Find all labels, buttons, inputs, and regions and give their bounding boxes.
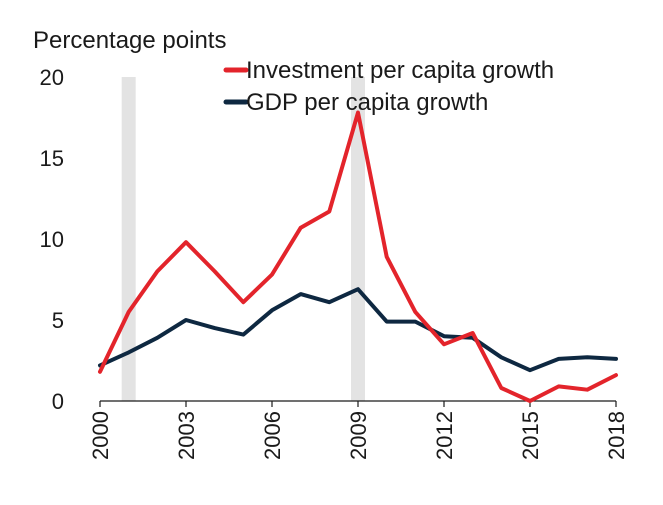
x-tick-label: 2015 bbox=[518, 411, 543, 460]
y-tick-label: 20 bbox=[40, 65, 64, 90]
y-tick-label: 10 bbox=[40, 227, 64, 252]
series-line-0 bbox=[98, 110, 618, 403]
x-tick-label: 2012 bbox=[432, 411, 457, 460]
y-tick-label: 0 bbox=[52, 389, 64, 414]
y-tick-label: 5 bbox=[52, 308, 64, 333]
y-tick-label: 15 bbox=[40, 146, 64, 171]
shaded-band-2009 bbox=[351, 77, 365, 401]
x-tick-label: 2006 bbox=[260, 411, 285, 460]
x-tick-label: 2009 bbox=[346, 411, 371, 460]
x-tick-label: 2003 bbox=[174, 411, 199, 460]
y-axis-title: Percentage points bbox=[33, 27, 226, 54]
legend-label: Investment per capita growth bbox=[246, 57, 554, 84]
x-tick-label: 2018 bbox=[604, 411, 629, 460]
x-tick-label: 2000 bbox=[88, 411, 113, 460]
legend-label: GDP per capita growth bbox=[246, 89, 488, 116]
series-line-1 bbox=[98, 287, 618, 373]
